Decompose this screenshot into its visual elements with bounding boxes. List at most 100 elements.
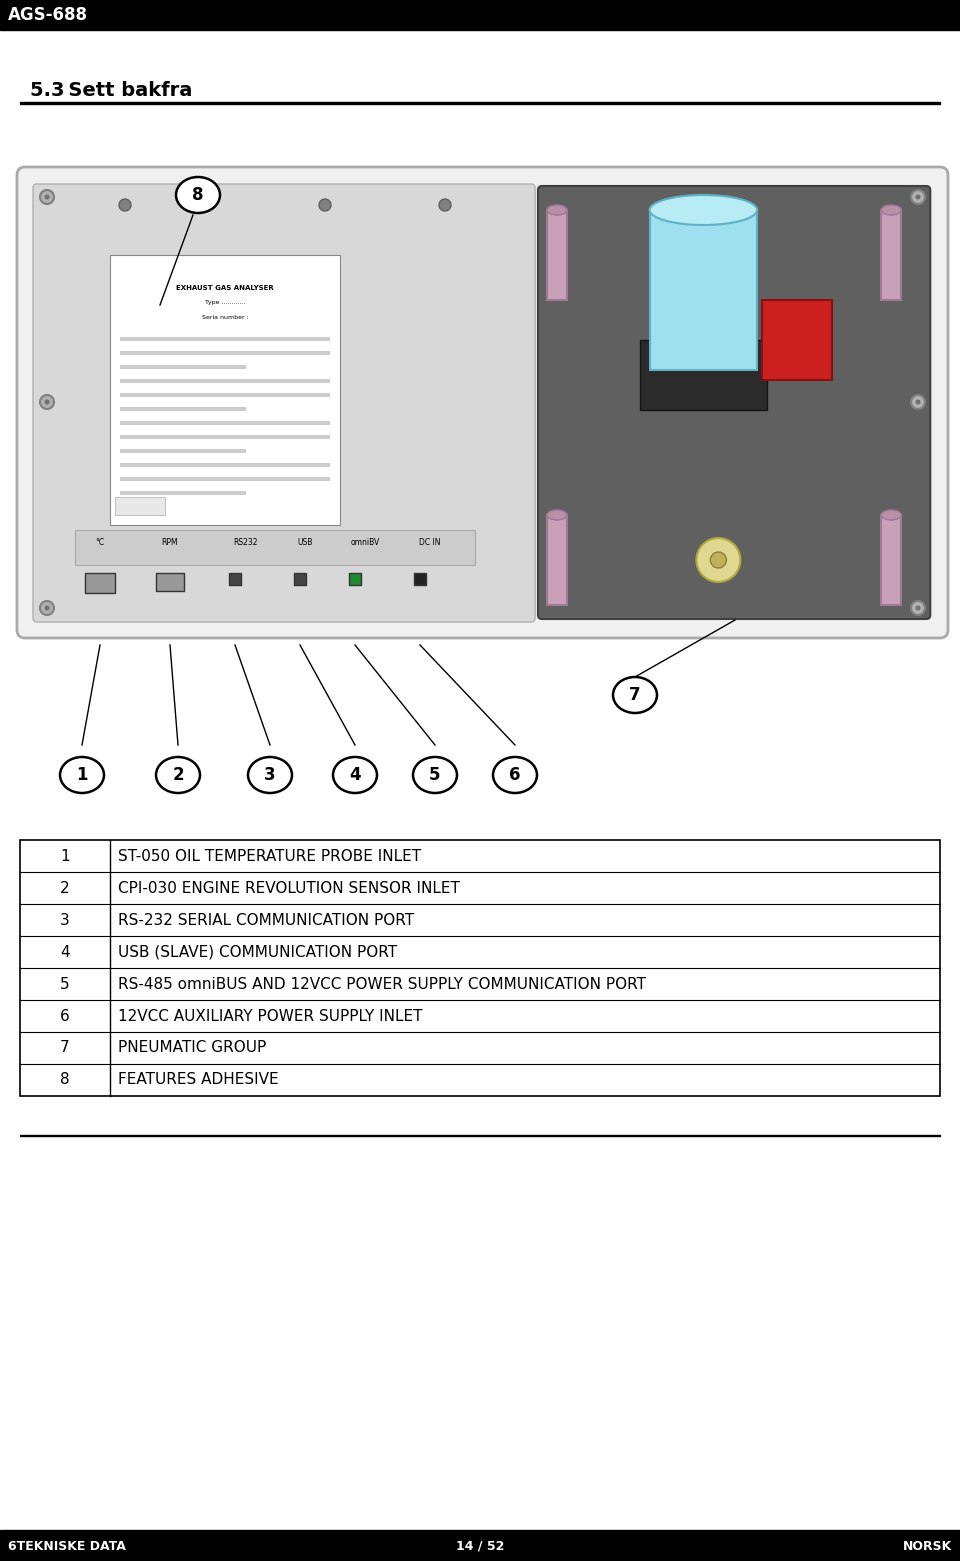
Text: 2: 2: [172, 766, 183, 784]
Text: RS-485 omniBUS AND 12VCC POWER SUPPLY COMMUNICATION PORT: RS-485 omniBUS AND 12VCC POWER SUPPLY CO…: [118, 977, 646, 991]
Circle shape: [119, 198, 131, 211]
Text: RPM: RPM: [161, 539, 179, 546]
Bar: [20, 840, 940, 1096]
Bar: [110, 254, 340, 524]
Text: 12VCC AUXILIARY POWER SUPPLY INLET: 12VCC AUXILIARY POWER SUPPLY INLET: [118, 1008, 422, 1024]
Ellipse shape: [613, 677, 657, 713]
Bar: [639, 340, 767, 411]
Bar: [349, 573, 361, 585]
Ellipse shape: [881, 510, 901, 520]
Text: DC IN: DC IN: [420, 539, 441, 546]
Bar: [762, 300, 832, 379]
Text: NORSK: NORSK: [902, 1539, 952, 1553]
Bar: [120, 393, 330, 396]
Text: 7: 7: [629, 685, 641, 704]
Bar: [650, 211, 757, 370]
Text: 5: 5: [429, 766, 441, 784]
Bar: [881, 211, 901, 300]
Text: RS-232 SERIAL COMMUNICATION PORT: RS-232 SERIAL COMMUNICATION PORT: [118, 913, 414, 927]
Ellipse shape: [60, 757, 104, 793]
Circle shape: [916, 606, 921, 610]
Text: 6: 6: [509, 766, 520, 784]
Bar: [156, 573, 184, 592]
Ellipse shape: [248, 757, 292, 793]
Circle shape: [439, 198, 451, 211]
Text: ST-050 OIL TEMPERATURE PROBE INLET: ST-050 OIL TEMPERATURE PROBE INLET: [118, 849, 421, 863]
Bar: [75, 531, 475, 565]
Ellipse shape: [547, 510, 567, 520]
Bar: [120, 365, 246, 368]
Circle shape: [911, 395, 925, 409]
Text: 2: 2: [60, 880, 70, 896]
Text: USB: USB: [298, 539, 313, 546]
Circle shape: [40, 601, 54, 615]
Circle shape: [44, 606, 50, 610]
FancyBboxPatch shape: [538, 186, 930, 620]
Circle shape: [916, 400, 921, 404]
Bar: [120, 421, 330, 425]
Text: RS232: RS232: [232, 539, 257, 546]
Text: FEATURES ADHESIVE: FEATURES ADHESIVE: [118, 1072, 278, 1088]
Text: 6TEKNISKE DATA: 6TEKNISKE DATA: [8, 1539, 126, 1553]
Ellipse shape: [650, 195, 757, 225]
Bar: [547, 211, 567, 300]
Ellipse shape: [156, 757, 200, 793]
Text: AGS-688: AGS-688: [8, 6, 88, 23]
Ellipse shape: [881, 204, 901, 215]
Ellipse shape: [176, 176, 220, 212]
Text: 6: 6: [60, 1008, 70, 1024]
Bar: [120, 351, 330, 354]
Text: 14 / 52: 14 / 52: [456, 1539, 504, 1553]
Text: 1: 1: [60, 849, 70, 863]
Text: PNEUMATIC GROUP: PNEUMATIC GROUP: [118, 1041, 266, 1055]
Circle shape: [911, 190, 925, 204]
Bar: [0, 1531, 960, 1561]
FancyBboxPatch shape: [33, 184, 535, 621]
Text: Seria number :: Seria number :: [202, 315, 249, 320]
Text: 8: 8: [192, 186, 204, 204]
Bar: [120, 337, 330, 340]
Bar: [0, 0, 960, 30]
Circle shape: [40, 190, 54, 204]
Text: 1: 1: [76, 766, 87, 784]
Bar: [85, 573, 115, 593]
Text: EXHAUST GAS ANALYSER: EXHAUST GAS ANALYSER: [176, 286, 274, 290]
Bar: [120, 436, 330, 439]
Ellipse shape: [547, 204, 567, 215]
Circle shape: [916, 195, 921, 200]
Ellipse shape: [493, 757, 537, 793]
Text: 3: 3: [264, 766, 276, 784]
FancyBboxPatch shape: [17, 167, 948, 638]
Bar: [229, 573, 241, 585]
Text: 5.3 Sett bakfra: 5.3 Sett bakfra: [30, 81, 192, 100]
Bar: [120, 478, 330, 481]
Bar: [115, 496, 165, 515]
Text: CPI-030 ENGINE REVOLUTION SENSOR INLET: CPI-030 ENGINE REVOLUTION SENSOR INLET: [118, 880, 460, 896]
Bar: [881, 515, 901, 606]
Text: 8: 8: [60, 1072, 70, 1088]
Bar: [120, 407, 246, 411]
Text: 4: 4: [60, 944, 70, 960]
Bar: [120, 492, 246, 495]
Text: °C: °C: [95, 539, 105, 546]
Ellipse shape: [333, 757, 377, 793]
Bar: [120, 379, 330, 382]
Circle shape: [710, 553, 727, 568]
Text: Type ............: Type ............: [204, 300, 245, 304]
Text: omniBV: omniBV: [350, 539, 379, 546]
Circle shape: [319, 198, 331, 211]
Circle shape: [44, 400, 50, 404]
Text: 5: 5: [60, 977, 70, 991]
Circle shape: [911, 601, 925, 615]
Bar: [414, 573, 426, 585]
Text: USB (SLAVE) COMMUNICATION PORT: USB (SLAVE) COMMUNICATION PORT: [118, 944, 397, 960]
Text: 4: 4: [349, 766, 361, 784]
Text: 3: 3: [60, 913, 70, 927]
Bar: [120, 450, 246, 453]
Circle shape: [44, 195, 50, 200]
Bar: [120, 464, 330, 467]
Text: 7: 7: [60, 1041, 70, 1055]
Bar: [20, 101, 940, 105]
Bar: [547, 515, 567, 606]
Circle shape: [696, 539, 740, 582]
